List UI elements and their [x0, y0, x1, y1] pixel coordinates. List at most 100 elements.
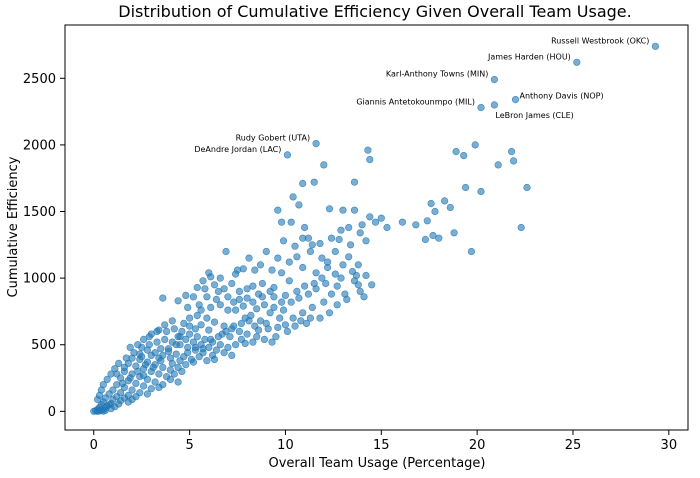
data-point: [327, 290, 336, 298]
data-point: [186, 322, 194, 330]
data-point: [155, 370, 163, 378]
data-point: [312, 285, 320, 293]
y-tick-label: 0: [48, 405, 56, 420]
annotations-layer: Russell Westbrook (OKC) James Harden (HOU…: [194, 36, 649, 154]
data-point: [237, 319, 245, 328]
data-point: [120, 363, 128, 372]
data-point: [318, 254, 326, 262]
data-point: [366, 213, 374, 221]
data-point: [220, 349, 228, 357]
data-point: [331, 247, 339, 256]
data-point: [345, 253, 353, 261]
data-point: [195, 353, 203, 361]
data-point: [157, 345, 165, 353]
data-point: [124, 398, 132, 406]
data-point: [266, 287, 274, 296]
data-point: [299, 263, 307, 272]
data-point: [141, 361, 150, 369]
data-point: [517, 223, 525, 232]
data-point: [214, 333, 222, 341]
x-tick-label: 30: [661, 438, 678, 453]
data-point: [237, 335, 245, 344]
data-point: [132, 379, 140, 388]
data-point: [352, 271, 361, 280]
data-point: [350, 178, 359, 186]
data-point: [347, 241, 355, 249]
data-point: [278, 298, 286, 306]
data-point: [222, 247, 230, 256]
data-point: [452, 148, 460, 156]
data-point: [151, 378, 159, 386]
data-point: [138, 353, 146, 361]
data-point: [143, 346, 151, 354]
x-axis-ticks: 0 5 10 15 20 25 30: [90, 430, 677, 453]
data-point: [377, 214, 385, 222]
point-annotation: James Harden (HOU): [487, 52, 571, 61]
data-point: [320, 298, 328, 306]
data-point: [243, 330, 251, 338]
data-point: [450, 229, 458, 237]
data-point: [168, 317, 176, 325]
data-point: [249, 282, 257, 290]
data-point: [174, 378, 182, 386]
data-point: [134, 341, 142, 349]
data-point: [333, 301, 341, 309]
data-point: [170, 325, 178, 333]
data-point: [189, 358, 197, 366]
data-point: [197, 321, 205, 329]
y-axis-ticks: 0 500 1000 1500 2000 2500: [23, 72, 65, 420]
data-point: [126, 343, 134, 352]
data-point: [260, 301, 269, 309]
data-point: [180, 319, 188, 328]
data-point: [467, 247, 476, 256]
data-point: [230, 322, 238, 330]
data-point: [494, 161, 502, 169]
data-point: [316, 239, 324, 248]
data-point: [186, 314, 194, 322]
data-point: [258, 279, 267, 288]
data-point: [232, 341, 240, 349]
data-point: [477, 103, 485, 112]
data-point: [299, 234, 307, 242]
data-point: [249, 298, 257, 306]
data-point: [278, 218, 286, 226]
data-point: [159, 294, 167, 302]
data-point: [371, 218, 380, 226]
data-point: [232, 270, 240, 278]
data-point: [235, 327, 243, 336]
data-point: [490, 75, 499, 84]
data-point: [285, 277, 293, 285]
data-point: [310, 178, 318, 186]
data-point: [287, 218, 295, 226]
points-layer: [90, 42, 660, 415]
data-point: [318, 274, 326, 282]
data-point: [205, 269, 213, 277]
data-point: [182, 361, 190, 369]
data-point: [174, 297, 182, 305]
data-point: [118, 379, 127, 388]
data-point: [153, 327, 161, 336]
data-point: [126, 374, 134, 382]
data-point: [302, 319, 311, 328]
data-point: [339, 261, 347, 269]
point-annotation: Karl-Anthony Towns (MIN): [386, 70, 488, 79]
x-tick-label: 25: [565, 438, 582, 453]
point-annotation: Rudy Gobert (UTA): [236, 134, 311, 143]
data-point: [93, 395, 102, 404]
data-point: [316, 314, 324, 322]
point-annotation: LeBron James (CLE): [495, 111, 573, 120]
data-point: [441, 197, 449, 205]
data-point: [523, 183, 531, 192]
data-point: [184, 349, 192, 357]
data-point: [508, 148, 516, 156]
data-point: [145, 333, 153, 341]
data-point: [216, 274, 224, 282]
data-point: [147, 351, 155, 360]
data-point: [130, 349, 138, 357]
data-point: [168, 359, 176, 368]
data-point: [176, 333, 184, 341]
data-point: [103, 375, 111, 384]
data-point: [176, 357, 184, 365]
data-point: [276, 314, 284, 322]
